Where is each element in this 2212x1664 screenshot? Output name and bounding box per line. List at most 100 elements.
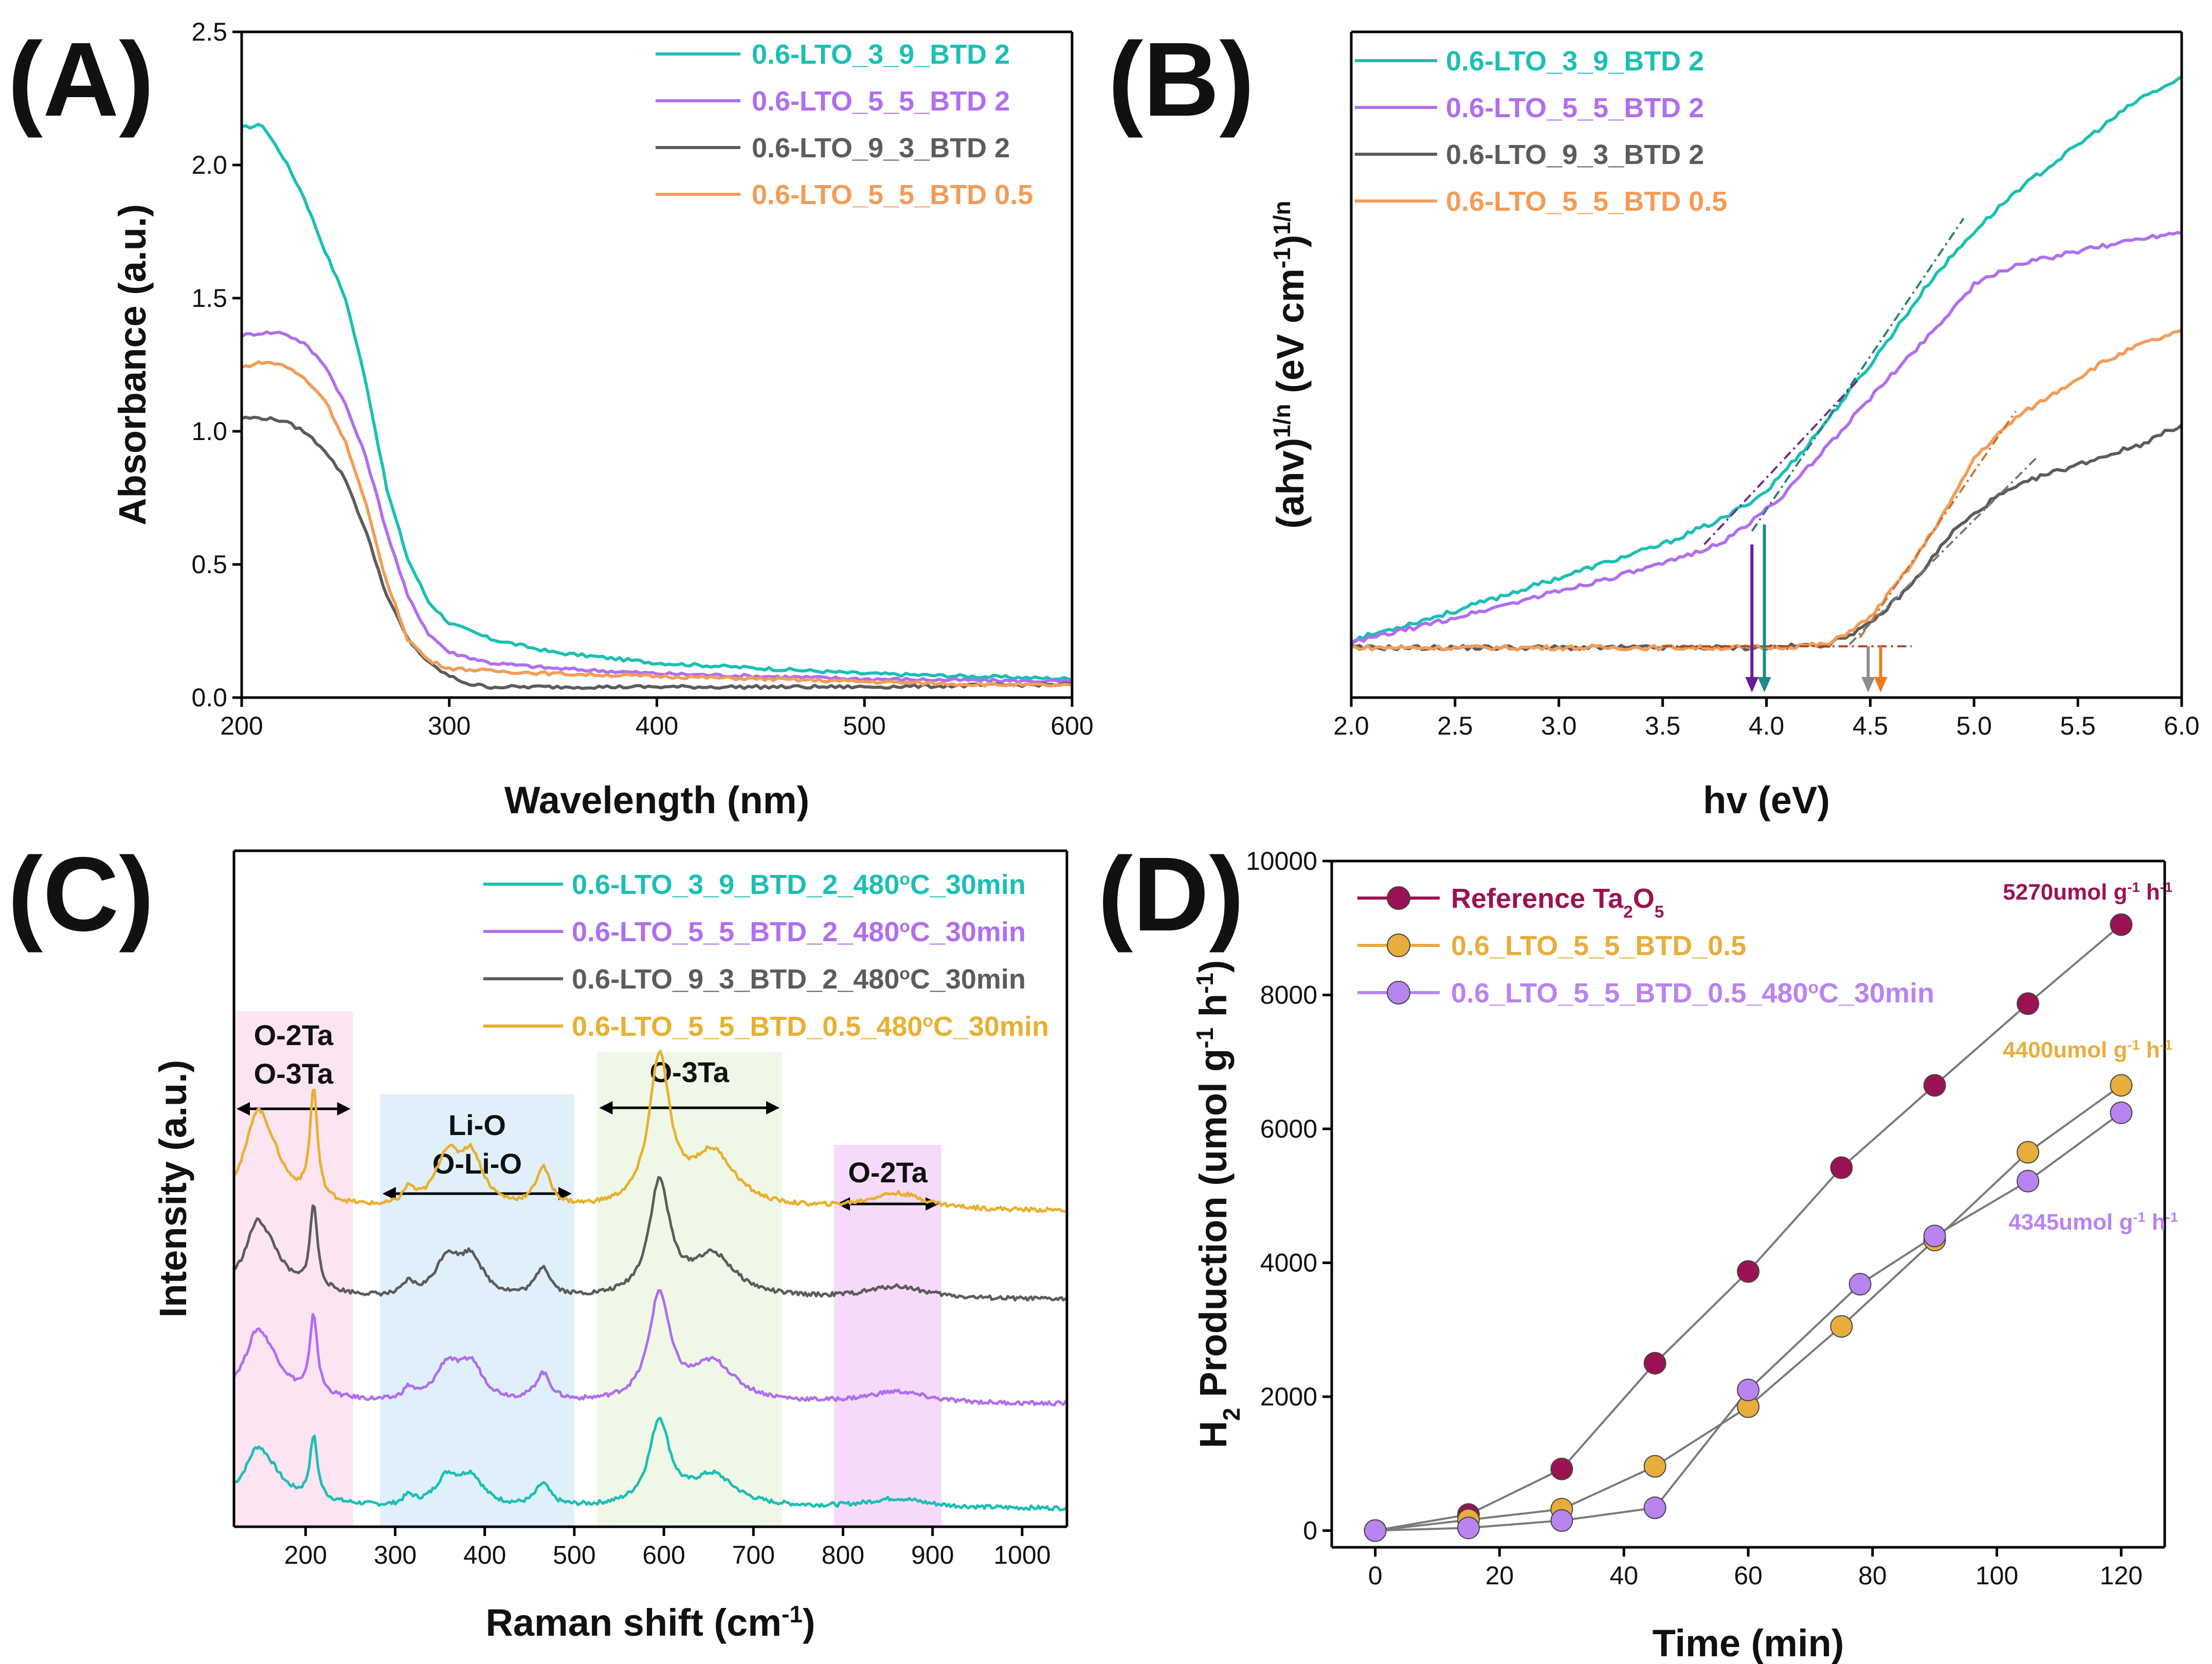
panel-b-x-tick-label: 3.0 (1541, 711, 1577, 740)
panel-a-x-tick-label: 500 (843, 711, 886, 740)
panel-d-legend-label: 0.6_LTO_5_5_BTD_0.5 (1451, 930, 1746, 961)
panel-b-x-tick-label: 6.0 (2164, 711, 2200, 740)
panel-c-legend-label: 0.6-LTO_9_3_BTD_2_480oC_30min (572, 964, 1026, 995)
panel-b-tangent-line (1703, 377, 1861, 545)
panel-b-bandgap-arrowhead (1757, 677, 1771, 692)
panel-d-y-tick-label: 6000 (1260, 1114, 1317, 1143)
panel-b-x-tick-label: 4.0 (1749, 711, 1785, 740)
panel-b-series-line (1351, 75, 2183, 643)
panel-c-x-tick-label: 600 (642, 1541, 685, 1569)
panel-c-region-arrowhead (337, 1102, 351, 1116)
panel-b-x-tick-label: 2.5 (1437, 711, 1473, 740)
panel-d-data-point (2017, 992, 2040, 1015)
panel-c-region-arrowhead (382, 1187, 396, 1200)
panel-c-legend-item: 0.6-LTO_5_5_BTD_0.5_480oC_30min (483, 1011, 1049, 1042)
panel-b-series-line (1351, 424, 2183, 652)
panel-d-legend-label: 0.6_LTO_5_5_BTD_0.5_480oC_30min (1451, 978, 1934, 1009)
panel-c-series-line (232, 1049, 1067, 1213)
panel-d-x-tick-label: 80 (1858, 1561, 1887, 1590)
panel-d-legend-marker (1387, 981, 1410, 1004)
panel-b-tangent-line (1751, 217, 1965, 532)
panel-d-data-point (1550, 1509, 1573, 1532)
panel-b-bandgap-arrowhead (1861, 677, 1875, 692)
panel-d-data-point (1923, 1224, 1946, 1248)
panel-c-region-label: O-2Ta (848, 1156, 928, 1188)
panel-c-series-line (233, 1176, 1067, 1302)
panel-a-y-tick-label: 0.5 (191, 550, 227, 579)
panel-c-region-arrowhead (766, 1101, 780, 1114)
panel-c-region (596, 1052, 783, 1527)
panel-d-legend-label: Reference Ta2O5 (1451, 883, 1664, 922)
panel-c-x-tick-label: 700 (732, 1541, 775, 1569)
panel-c-region-label: O-2Ta (254, 1019, 334, 1051)
panel-b-legend-label: 0.6-LTO_5_5_BTD 0.5 (1446, 186, 1727, 217)
panel-a-y-tick-label: 2.0 (191, 151, 227, 179)
panel-d-legend-marker (1387, 886, 1410, 910)
panel-a-legend-label: 0.6-LTO_9_3_BTD 2 (752, 133, 1010, 163)
panel-b-legend-label: 0.6-LTO_3_9_BTD 2 (1446, 46, 1704, 77)
panel-c-x-tick-label: 400 (463, 1541, 506, 1569)
panel-c: (C) O-2Ta O-3Ta Li-O O-Li-O O-3Ta O-2Ta 200 300 4… (8, 835, 1068, 1644)
panel-d-data-point (1830, 1315, 1853, 1338)
panel-d-series-line (1375, 1084, 2122, 1532)
panel-c-label: (C) (8, 835, 154, 953)
panel-b-tangent-line (1848, 457, 2037, 645)
panel-a-legend-label: 0.6-LTO_3_9_BTD 2 (752, 39, 1010, 70)
panel-c-x-tick-label: 800 (822, 1541, 864, 1569)
panel-b-legend-label: 0.6-LTO_5_5_BTD 2 (1446, 93, 1704, 123)
panel-c-region-label: Li-O (448, 1109, 506, 1141)
panel-d-x-title: Time (min) (1653, 1622, 1844, 1664)
panel-c-region (834, 1145, 942, 1527)
panel-a-x-tick-label: 600 (1050, 711, 1093, 740)
panel-a-y-tick-label: 1.0 (191, 417, 227, 446)
panel-d-data-point (1643, 1496, 1666, 1520)
panel-d-series-line (1375, 1112, 2122, 1532)
panel-b-legend-label: 0.6-LTO_9_3_BTD 2 (1446, 139, 1704, 170)
panel-d-x-tick-label: 40 (1609, 1561, 1638, 1590)
panel-a-y-tick-label: 2.5 (191, 17, 227, 46)
panel-a-legend-label: 0.6-LTO_5_5_BTD 0.5 (752, 179, 1033, 210)
panel-c-x-tick-label: 1000 (993, 1541, 1050, 1569)
panel-a-legend-item: 0.6-LTO_5_5_BTD 0.5 (656, 179, 1033, 210)
panel-c-region-label: O-Li-O (432, 1147, 522, 1180)
panel-d-data-point (1830, 1156, 1853, 1179)
panel-c-region-label: O-3Ta (254, 1057, 334, 1090)
panel-b-x-tick-label: 3.5 (1645, 711, 1681, 740)
panel-c-legend-item: 0.6-LTO_9_3_BTD_2_480oC_30min (483, 964, 1026, 995)
panel-d-rate-annotation: 4345umol g-1 h-1 (2008, 1209, 2178, 1235)
panel-c-region-arrowhead (237, 1102, 250, 1116)
panel-b-label: (B) (1108, 21, 1255, 138)
panel-d-y-tick-label: 4000 (1260, 1248, 1317, 1277)
panel-c-legend-item: 0.6-LTO_3_9_BTD_2_480oC_30min (483, 869, 1026, 900)
panel-d-rate-annotation: 5270umol g-1 h-1 (2003, 879, 2172, 905)
panel-c-y-title: Intensity (a.u.) (152, 1060, 194, 1318)
panel-d-y-tick-label: 10000 (1246, 847, 1317, 875)
panel-d-rate-annotation: 4400umol g-1 h-1 (2003, 1037, 2172, 1063)
panel-b-tangent-line (1859, 411, 2017, 638)
panel-a-series-line (241, 360, 1073, 688)
panel-a-x-tick-label: 400 (636, 711, 678, 740)
panel-a-legend-item: 0.6-LTO_5_5_BTD 2 (656, 86, 1010, 117)
panel-d-data-point (1457, 1516, 1480, 1540)
panel-c-legend-label: 0.6-LTO_5_5_BTD_0.5_480oC_30min (572, 1011, 1049, 1042)
panel-d-data-point (2110, 1074, 2133, 1097)
panel-d-data-point (1550, 1457, 1573, 1480)
panel-a-y-tick-label: 1.5 (191, 284, 227, 313)
panel-b-bandgap-arrowhead (1874, 677, 1888, 692)
panel-c-legend-label: 0.6-LTO_3_9_BTD_2_480oC_30min (572, 869, 1026, 900)
panel-c-x-tick-label: 200 (284, 1541, 327, 1569)
panel-c-region-label: O-3Ta (650, 1056, 730, 1088)
panel-c-series-line (232, 1289, 1067, 1407)
panel-d-x-tick-label: 0 (1368, 1561, 1383, 1590)
panel-c-series-line (233, 1416, 1068, 1511)
panel-d-data-point (2110, 1101, 2133, 1124)
panel-c-x-tick-label: 300 (374, 1541, 416, 1569)
panel-d-y-tick-label: 0 (1303, 1516, 1317, 1545)
panel-b-x-tick-label: 2.0 (1333, 711, 1369, 740)
panel-a-x-tick-label: 200 (220, 711, 263, 740)
panel-d-legend-item: 0.6_LTO_5_5_BTD_0.5 (1357, 930, 1746, 961)
panel-a-label: (A) (8, 21, 154, 138)
panel-c-region-arrowhead (558, 1187, 572, 1200)
